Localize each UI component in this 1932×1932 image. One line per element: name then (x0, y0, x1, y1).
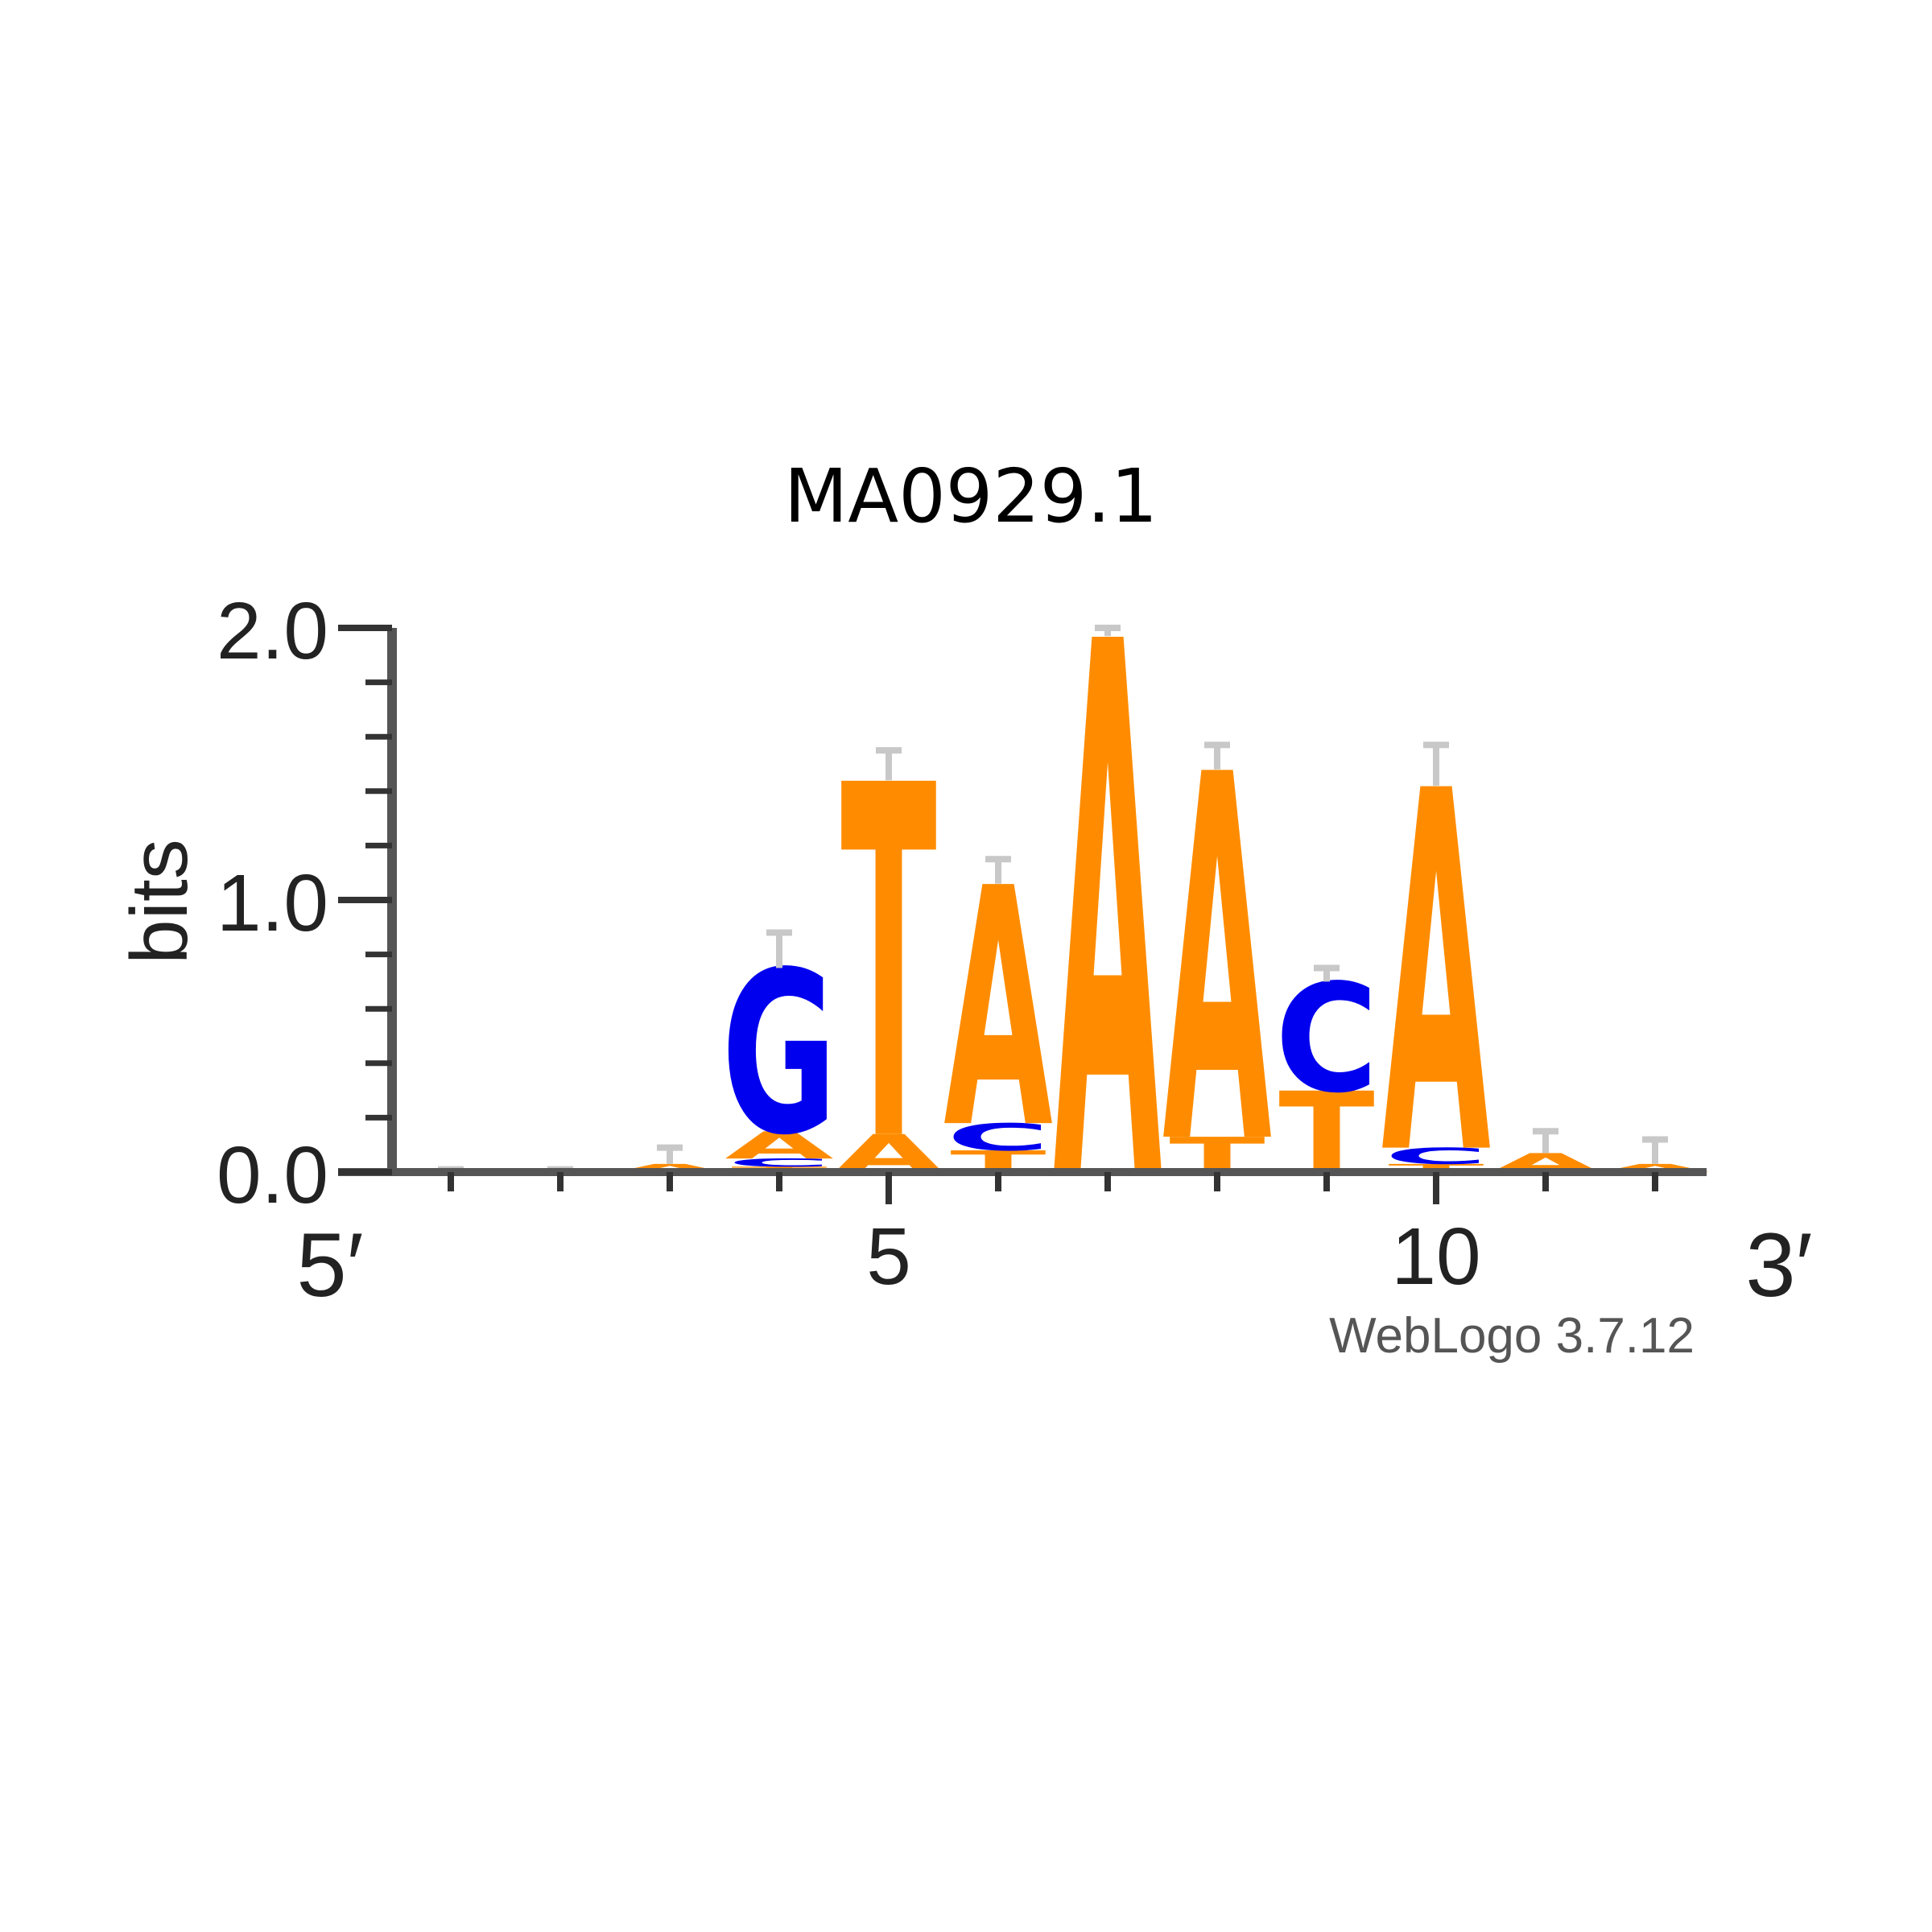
error-bar (985, 856, 1011, 884)
error-bar (1204, 741, 1230, 770)
letter-stacks: ATCAGATTCAATATCTCAAA (615, 490, 1709, 1345)
logo-letter-a: A (724, 1124, 833, 1167)
x-end-label: 3′ (1745, 1215, 1812, 1315)
logo-letter-c: C (728, 1156, 831, 1169)
error-bar (1314, 964, 1340, 982)
logo-letter-a: A (1053, 490, 1163, 1345)
y-tick-label: 1.0 (217, 858, 328, 948)
logo-letter-c: C (1385, 1143, 1488, 1169)
error-bar (1533, 1128, 1558, 1154)
error-bar (766, 929, 792, 968)
error-bar (1095, 625, 1121, 637)
logo-letter-c: C (947, 1116, 1050, 1159)
x-tick-label: 5 (866, 1212, 911, 1302)
weblogo-watermark: WebLogo 3.7.12 (1329, 1308, 1695, 1364)
x-ticks: 5 10 (448, 1172, 1658, 1302)
y-ticks: 0.0 1.0 2.0 (217, 586, 392, 1220)
x-tick-label: 10 (1391, 1212, 1480, 1302)
error-bar (1642, 1136, 1668, 1164)
y-axis-label: bits (114, 839, 204, 964)
logo-letter-c: C (1275, 953, 1378, 1126)
y-tick-label: 0.0 (217, 1130, 328, 1220)
error-bar (657, 1144, 683, 1164)
y-tick-label: 2.0 (217, 586, 328, 676)
x-start-label: 5′ (296, 1215, 363, 1315)
error-bar (876, 747, 902, 781)
chart-title: MA0929.1 (784, 453, 1158, 539)
error-bars (438, 625, 1668, 1174)
error-bar (1423, 741, 1449, 786)
